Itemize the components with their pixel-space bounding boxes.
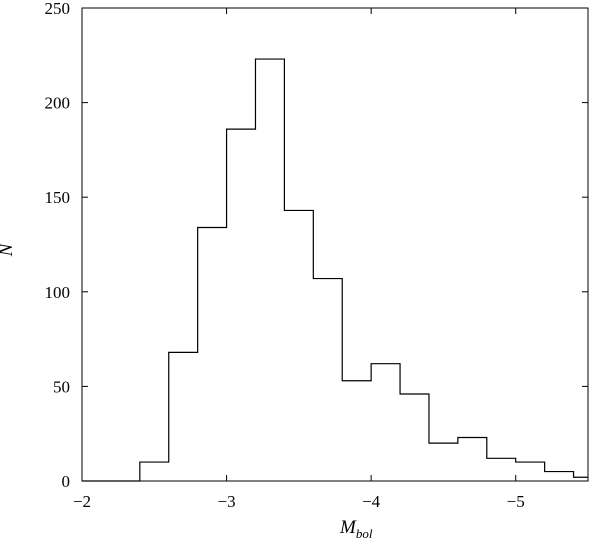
x-tick-label: −4 bbox=[362, 492, 381, 511]
histogram-bin bbox=[400, 394, 429, 481]
histogram-bin bbox=[342, 381, 371, 481]
y-axis-title: N bbox=[0, 242, 17, 257]
histogram-bin bbox=[313, 279, 342, 481]
x-tick-label: −2 bbox=[73, 492, 91, 511]
histogram-bin bbox=[429, 443, 458, 481]
histogram-bin bbox=[198, 227, 227, 481]
histogram-bins bbox=[140, 59, 588, 481]
y-tick-label: 50 bbox=[53, 377, 70, 396]
y-tick-label: 0 bbox=[62, 472, 71, 491]
y-tick-label: 200 bbox=[45, 94, 71, 113]
histogram-bin bbox=[169, 352, 198, 481]
histogram-bin bbox=[458, 437, 487, 481]
plot-frame bbox=[81, 7, 589, 482]
histogram-step-line bbox=[82, 58, 588, 482]
histogram-bin bbox=[516, 462, 545, 481]
x-tick-label: −3 bbox=[218, 492, 236, 511]
histogram-bin bbox=[227, 129, 256, 481]
histogram-bin bbox=[371, 364, 400, 481]
histogram-bin bbox=[545, 472, 574, 481]
histogram-bin bbox=[255, 59, 284, 481]
y-axis: 0 50 100 150 200 250 bbox=[45, 0, 588, 491]
x-tick-label: −5 bbox=[507, 492, 525, 511]
histogram-bin bbox=[140, 462, 169, 481]
x-axis: −2 −3 −4 −5 bbox=[73, 8, 525, 511]
histogram-bin bbox=[487, 458, 516, 481]
y-tick-label: 100 bbox=[45, 283, 71, 302]
y-tick-label: 250 bbox=[45, 0, 71, 18]
histogram-bin bbox=[284, 210, 313, 481]
y-tick-label: 150 bbox=[45, 188, 71, 207]
x-axis-title: Mbol bbox=[339, 517, 373, 541]
